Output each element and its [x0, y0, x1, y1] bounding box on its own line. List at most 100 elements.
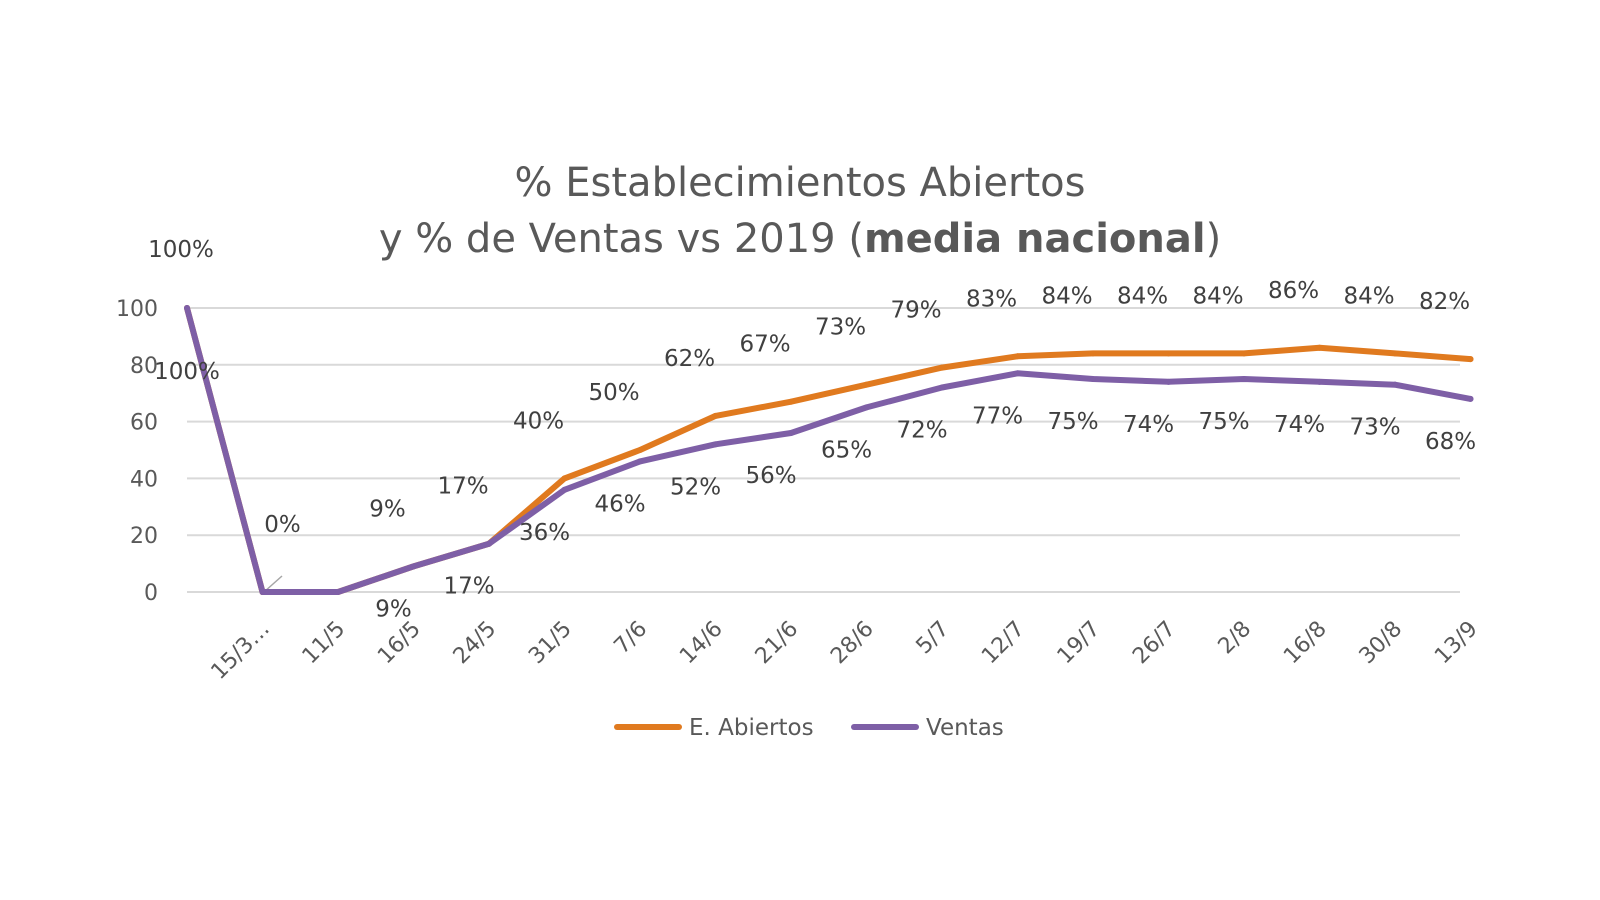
x-tick-label: 30/8 [1355, 617, 1408, 670]
series-line-1 [184, 305, 1474, 595]
y-tick-label: 40 [130, 467, 158, 492]
x-tick-label: 16/8 [1279, 617, 1332, 670]
x-tick-label: 7/6 [610, 617, 653, 660]
data-point [561, 475, 568, 482]
data-point [486, 540, 492, 547]
x-tick-label: 26/7 [1128, 617, 1181, 670]
data-point [1090, 376, 1096, 382]
data-label: 84% [1192, 283, 1243, 309]
y-tick-label: 20 [130, 524, 158, 549]
data-point [184, 305, 190, 311]
data-point [410, 563, 417, 570]
data-label: 84% [1041, 283, 1092, 309]
data-label: 84% [1117, 283, 1168, 309]
data-point [1467, 356, 1474, 363]
data-point [1392, 350, 1398, 357]
series-lines [184, 305, 1474, 595]
data-point [637, 447, 643, 453]
data-point [1090, 350, 1096, 357]
data-label: 65% [821, 437, 872, 463]
data-point [1316, 378, 1323, 385]
data-point [1241, 376, 1247, 382]
data-point [1467, 395, 1474, 402]
data-point [788, 429, 794, 436]
data-label: 100% [148, 237, 214, 263]
data-point [863, 381, 870, 388]
legend: E. Abiertos Ventas [614, 715, 1004, 741]
data-label: 68% [1425, 429, 1476, 455]
data-label: 52% [670, 474, 721, 500]
data-point [863, 404, 870, 411]
data-label: 74% [1274, 412, 1325, 438]
data-label: 84% [1343, 283, 1394, 309]
x-tick-label: 16/5 [373, 617, 426, 670]
x-tick-label: 5/7 [912, 617, 955, 660]
data-label: 17% [437, 474, 488, 500]
data-label: 67% [739, 332, 790, 358]
y-axis: 0 20 40 60 80 100 [116, 297, 158, 606]
x-tick-label: 24/5 [449, 617, 502, 670]
chart-title-line1: % Establecimientos Abiertos [515, 160, 1086, 206]
data-label: 56% [745, 463, 796, 489]
x-tick-label: 12/7 [977, 617, 1030, 670]
y-tick-label: 100 [116, 297, 158, 322]
data-label: 79% [890, 298, 941, 324]
data-point [1014, 353, 1021, 360]
chart-title-line2-bold: media nacional [864, 216, 1206, 262]
data-point [1241, 350, 1247, 357]
x-tick-label: 21/6 [751, 617, 804, 670]
data-label: 0% [264, 512, 301, 538]
data-point [1165, 350, 1172, 357]
x-tick-label: 15/3… [207, 617, 275, 685]
data-label: 62% [664, 346, 715, 372]
data-labels: 100% 0% 9% 17% 40% 50% 62% 67% 73% 79% 83% 84% 84% 84… [148, 237, 1476, 622]
gridlines [187, 307, 1460, 593]
data-label: 100% [154, 359, 220, 385]
x-tick-label: 13/9 [1430, 617, 1483, 670]
data-label: 50% [588, 380, 639, 406]
x-tick-label: 2/8 [1214, 617, 1257, 660]
data-point [259, 589, 266, 595]
x-tick-label: 28/6 [826, 617, 879, 670]
data-point [561, 486, 568, 493]
data-point [335, 589, 341, 595]
data-label: 73% [815, 315, 866, 341]
data-label: 36% [519, 520, 570, 546]
chart-title-line2: y % de Ventas vs 2019 (media nacional) [379, 216, 1221, 262]
data-label: 9% [375, 596, 412, 622]
chart-title-line2-prefix: y % de Ventas vs 2019 ( [379, 216, 864, 262]
data-label: 17% [443, 574, 494, 600]
data-label: 75% [1198, 409, 1249, 435]
data-label: 75% [1047, 409, 1098, 435]
x-tick-label: 31/5 [524, 617, 577, 670]
y-tick-label: 60 [130, 411, 158, 436]
y-tick-label: 80 [130, 354, 158, 379]
data-point [1316, 344, 1323, 351]
legend-label: Ventas [926, 715, 1004, 741]
data-label: 46% [594, 491, 645, 517]
x-tick-label: 14/6 [675, 617, 728, 670]
y-tick-label: 0 [144, 581, 158, 606]
data-label: 86% [1268, 278, 1319, 304]
data-point [939, 384, 945, 391]
data-label: 72% [896, 418, 947, 444]
data-point [712, 441, 719, 448]
data-label: 83% [966, 286, 1017, 312]
data-point [939, 364, 945, 371]
legend-label: E. Abiertos [689, 715, 814, 741]
data-point [1392, 381, 1398, 388]
data-point [1165, 378, 1172, 385]
data-point [788, 398, 794, 405]
chart-title-line2-suffix: ) [1206, 216, 1222, 262]
data-label: 77% [972, 403, 1023, 429]
x-tick-label: 19/7 [1053, 617, 1106, 670]
x-tick-label: 11/5 [298, 617, 351, 670]
data-point [1014, 370, 1021, 377]
data-label: 82% [1419, 289, 1470, 315]
data-label: 74% [1123, 412, 1174, 438]
data-label: 9% [369, 496, 406, 522]
data-point [712, 412, 719, 419]
data-point [637, 458, 643, 465]
data-label: 40% [513, 408, 564, 434]
